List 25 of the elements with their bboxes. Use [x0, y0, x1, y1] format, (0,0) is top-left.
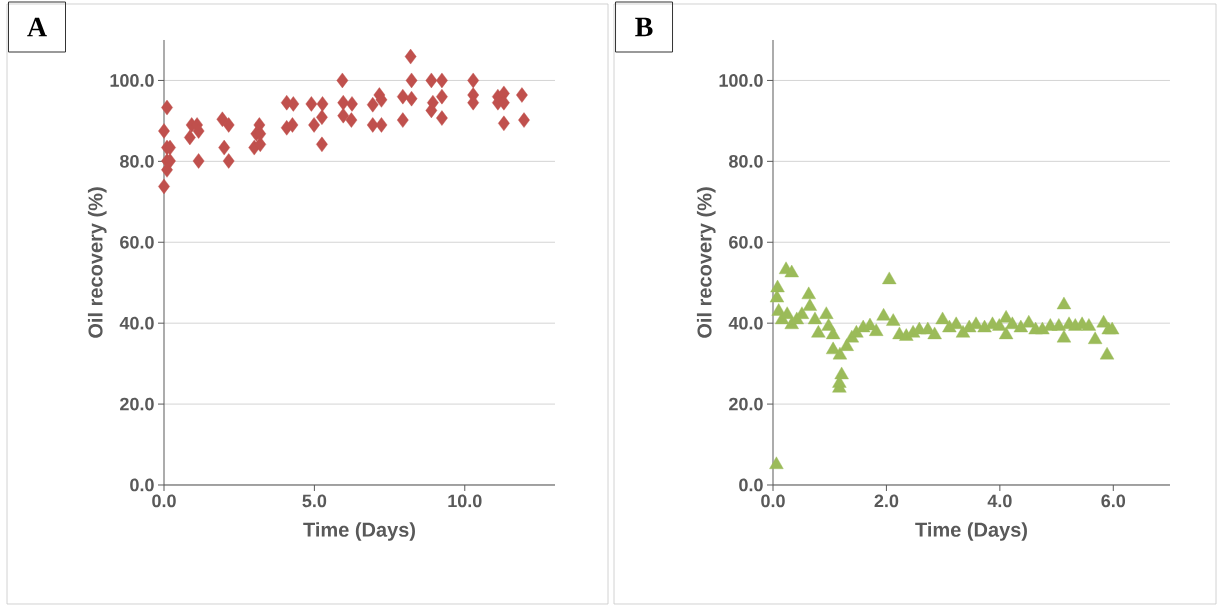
y-tick-label: 80.0 — [729, 154, 763, 168]
y-tick-label: 0.0 — [739, 478, 763, 492]
chart-title: B — [635, 17, 653, 37]
y-tick-label: 40.0 — [119, 316, 154, 330]
y-tick-label: 20.0 — [120, 397, 154, 411]
y-tick-label: 100.0 — [110, 74, 154, 87]
y-tick-label: 0.0 — [130, 478, 154, 492]
x-axis-title: Time (Days) — [915, 522, 1027, 541]
y-tick-label: 20.0 — [729, 397, 763, 411]
x-axis-title: Time (Days) — [303, 522, 415, 541]
x-tick-label: 4.0 — [987, 494, 1012, 508]
y-tick-label: 60.0 — [729, 235, 763, 249]
x-tick-label: 0.0 — [152, 494, 176, 508]
y-tick-label: 40.0 — [728, 316, 763, 330]
x-tick-label: 5.0 — [302, 494, 327, 508]
x-tick-label: 2.0 — [874, 494, 899, 508]
chart-title: A — [27, 17, 47, 37]
x-tick-label: 6.0 — [1101, 494, 1126, 508]
y-axis-title: Oil recovery (%) — [87, 187, 107, 338]
x-tick-label: 0.0 — [761, 494, 785, 508]
y-tick-label: 60.0 — [120, 235, 154, 249]
y-tick-label: 100.0 — [719, 74, 763, 87]
x-tick-label: 10.0 — [448, 494, 482, 508]
y-axis-title: Oil recovery (%) — [696, 187, 716, 338]
y-tick-label: 80.0 — [120, 154, 154, 168]
